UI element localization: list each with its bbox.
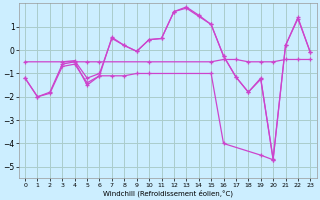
X-axis label: Windchill (Refroidissement éolien,°C): Windchill (Refroidissement éolien,°C) [103, 189, 233, 197]
